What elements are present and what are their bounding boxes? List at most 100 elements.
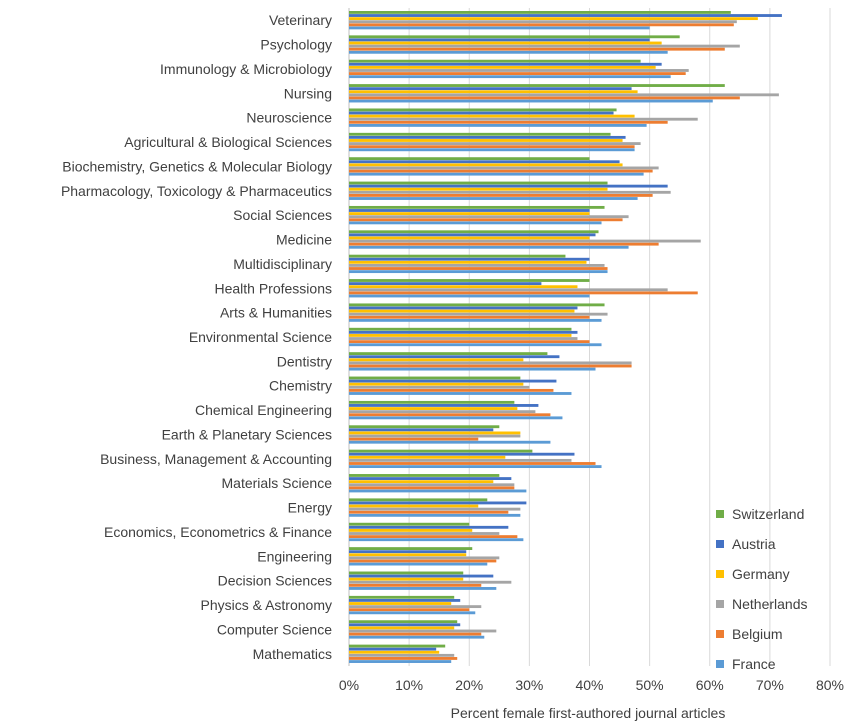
bar — [349, 388, 554, 392]
bar — [349, 163, 623, 167]
bar — [349, 312, 608, 316]
bar — [349, 513, 521, 517]
bar — [349, 172, 644, 176]
bar — [349, 205, 605, 209]
category-label: Arts & Humanities — [220, 305, 332, 321]
legend-label: Belgium — [732, 626, 783, 642]
legend-swatch — [716, 570, 724, 578]
bar — [349, 166, 659, 170]
category-label: Business, Management & Accounting — [100, 451, 332, 467]
legend-label: Austria — [732, 536, 776, 552]
x-tick-label: 70% — [756, 677, 784, 693]
bar — [349, 355, 560, 359]
x-tick-label: 20% — [455, 677, 483, 693]
x-tick-label: 40% — [575, 677, 603, 693]
bar — [349, 465, 602, 469]
bar — [349, 132, 611, 136]
bar — [349, 96, 740, 100]
bar — [349, 23, 734, 27]
category-label: Biochemistry, Genetics & Molecular Biolo… — [62, 158, 332, 174]
bar — [349, 260, 587, 264]
category-label: Immunology & Microbiology — [160, 61, 332, 77]
bar — [349, 528, 473, 532]
bar — [349, 291, 698, 295]
x-axis-title: Percent female first-authored journal ar… — [451, 705, 726, 721]
bar — [349, 148, 635, 152]
bar — [349, 504, 479, 508]
bar — [349, 215, 629, 219]
category-label: Health Professions — [214, 280, 332, 296]
bar — [349, 510, 509, 514]
bar — [349, 410, 536, 414]
bar — [349, 84, 725, 87]
category-label: Environmental Science — [189, 329, 332, 345]
bar — [349, 318, 602, 322]
bar — [349, 535, 518, 539]
legend: Switzerland Austria Germany Netherlands Belg… — [716, 506, 808, 672]
bar — [349, 334, 572, 337]
bar — [349, 309, 575, 313]
bar — [349, 230, 599, 234]
bar — [349, 437, 479, 441]
bar — [349, 602, 452, 605]
bar — [349, 337, 578, 340]
bar — [349, 288, 668, 292]
bar — [349, 358, 524, 362]
category-label: Computer Science — [217, 621, 332, 637]
bar — [349, 139, 623, 142]
bar — [349, 657, 458, 660]
bar — [349, 212, 590, 216]
bar — [349, 522, 470, 526]
bar — [349, 44, 740, 48]
bar — [349, 577, 464, 581]
category-label: Pharmacology, Toxicology & Pharmaceutics — [61, 183, 332, 199]
bars — [349, 11, 782, 663]
bar — [349, 416, 563, 420]
bar — [349, 559, 497, 563]
bar — [349, 553, 467, 557]
bar — [349, 480, 494, 484]
bar — [349, 376, 521, 380]
bar — [349, 644, 446, 648]
bar — [349, 35, 680, 39]
category-label: Multidisciplinary — [233, 256, 332, 272]
x-tick-label: 0% — [339, 677, 359, 693]
bar — [349, 50, 668, 54]
bar — [349, 538, 524, 542]
bar — [349, 221, 602, 225]
bar — [349, 135, 626, 139]
bar — [349, 59, 641, 63]
bar — [349, 120, 668, 124]
bar — [349, 428, 494, 432]
bar — [349, 47, 725, 51]
bar — [349, 114, 635, 118]
bar — [349, 620, 458, 624]
bar — [349, 20, 737, 24]
bar — [349, 26, 650, 30]
bar — [349, 233, 596, 237]
category-label: Decision Sciences — [218, 573, 332, 589]
x-tick-label: 10% — [395, 677, 423, 693]
bar — [349, 361, 632, 365]
bar — [349, 65, 656, 69]
bar — [349, 257, 590, 261]
bar — [349, 385, 530, 389]
bar — [349, 571, 464, 575]
bar — [349, 184, 668, 188]
bar — [349, 239, 701, 243]
bar — [349, 598, 461, 602]
bar — [349, 498, 488, 502]
bar — [349, 87, 632, 91]
bar — [349, 574, 494, 578]
category-label: Economics, Econometrics & Finance — [104, 524, 332, 540]
bar — [349, 181, 608, 185]
category-label: Chemistry — [269, 378, 332, 394]
bar — [349, 306, 578, 310]
bar — [349, 392, 572, 395]
bar — [349, 108, 617, 112]
category-label: Psychology — [260, 37, 332, 53]
bar — [349, 111, 614, 115]
bar — [349, 525, 509, 529]
bar — [349, 236, 590, 240]
bar — [349, 285, 578, 289]
